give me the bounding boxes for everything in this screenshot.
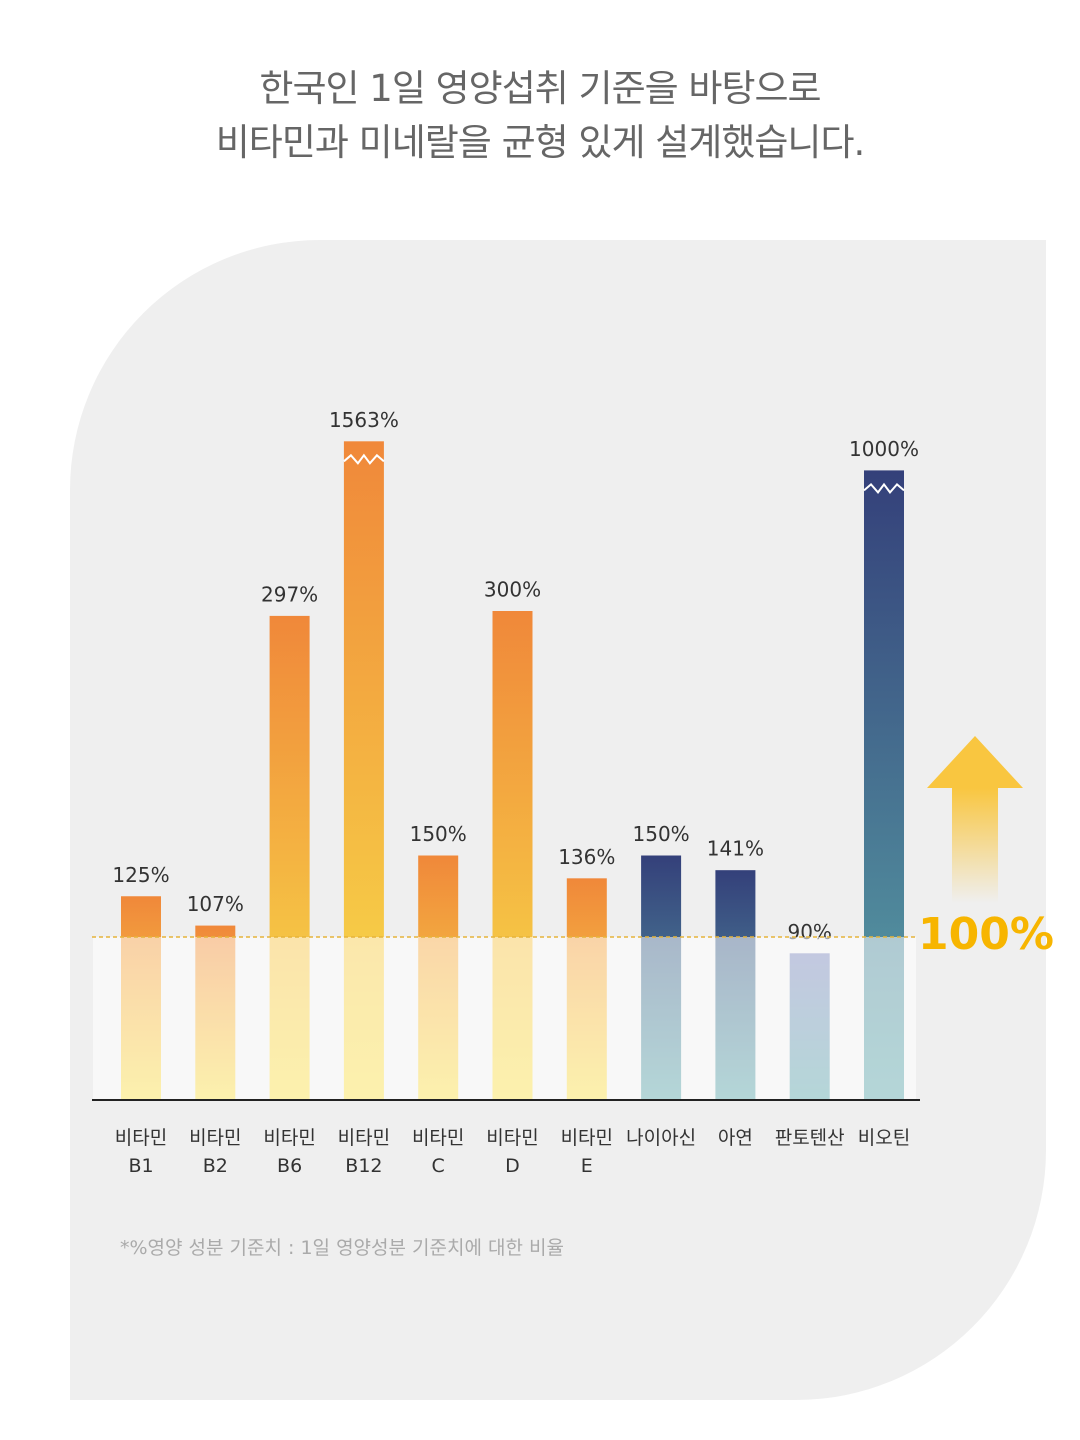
value-label: 150% [410,822,467,846]
value-label: 297% [261,582,318,606]
category-label: 비타민 D [486,1127,539,1177]
title-line: 비타민과 미네랄을 균형 있게 설계했습니다. [215,121,866,164]
value-label: 136% [558,845,615,869]
reference-zone [93,937,916,1100]
category-label: 비타민 B12 [337,1127,391,1177]
category-label: 판토텐산 [774,1127,845,1149]
footnote: *%영양 성분 기준치 : 1일 영양성분 기준치에 대한 비율 [120,1237,564,1259]
title-line: 한국인 1일 영양섭취 기준을 바탕으로 [259,67,821,110]
axis-break [863,482,905,494]
category-label: 비타민 B6 [263,1127,316,1177]
category-label: 비타민 B1 [114,1127,168,1177]
category-label: 비오틴 [857,1127,911,1149]
value-label: 150% [633,822,690,846]
value-label: 125% [112,863,169,887]
reference-label: 100% [918,909,1054,960]
category-label: 비타민 E [560,1127,614,1177]
axis-break [343,453,385,465]
category-label: 아연 [717,1127,753,1149]
up-arrow [927,736,1023,903]
value-label: 1000% [849,437,919,461]
value-label: 300% [484,578,541,602]
value-label: 107% [187,892,244,916]
value-label: 1563% [329,408,399,432]
category-label: 비타민 C [411,1127,465,1177]
category-label: 나이아신 [626,1127,697,1149]
category-label: 비타민 B2 [189,1127,242,1177]
value-label: 141% [707,837,764,861]
